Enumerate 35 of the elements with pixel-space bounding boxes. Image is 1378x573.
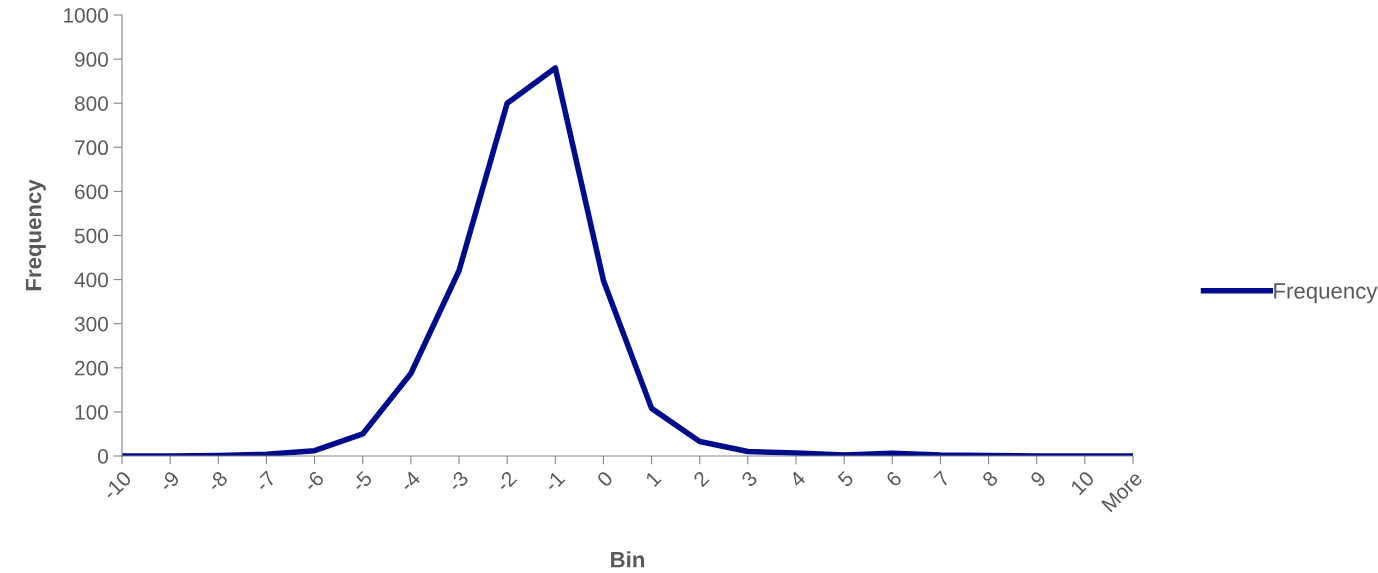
y-tick-label: 700 <box>75 140 108 156</box>
y-tick-label: 400 <box>74 272 108 288</box>
y-axis-title: Frequency <box>25 179 46 291</box>
x-tick-label: 5 <box>837 470 855 488</box>
x-tick-label: 1 <box>645 470 662 487</box>
y-tick-label: 800 <box>74 96 108 111</box>
x-tick-label: 7 <box>933 470 951 488</box>
x-tick-label: 3 <box>740 470 759 488</box>
x-tick-label: -10 <box>101 470 133 501</box>
x-tick-label: -3 <box>446 470 470 493</box>
x-tick-label: 0 <box>596 470 614 488</box>
x-tick-label: -5 <box>350 470 373 493</box>
y-tick-label: 1000 <box>64 8 108 23</box>
y-tick-label: 0 <box>98 449 108 464</box>
x-tick-label: -8 <box>206 470 229 493</box>
y-tick-label: 900 <box>75 52 108 67</box>
x-tick-label: 6 <box>885 470 903 488</box>
x-tick-label: -9 <box>158 470 181 493</box>
x-tick-label: -4 <box>398 470 422 493</box>
legend-label: Frequency <box>1274 283 1378 304</box>
y-tick-label: 500 <box>74 228 108 244</box>
x-tick-label: 2 <box>692 470 710 488</box>
y-tick-label: 200 <box>75 360 108 376</box>
x-tick-label: 8 <box>981 470 999 488</box>
x-axis-title: Bin <box>611 551 645 568</box>
y-tick-label: 600 <box>75 184 108 200</box>
x-tick-label: -7 <box>254 470 277 493</box>
x-tick-label: -6 <box>302 470 325 493</box>
x-tick-label: 10 <box>1069 470 1096 496</box>
x-tick-label: -1 <box>543 470 566 493</box>
y-tick-label: 300 <box>74 316 108 332</box>
x-tick-label: 4 <box>788 470 807 488</box>
x-tick-label: -2 <box>495 470 518 493</box>
x-tick-label: 9 <box>1029 470 1047 488</box>
y-tick-label: 100 <box>75 404 108 420</box>
